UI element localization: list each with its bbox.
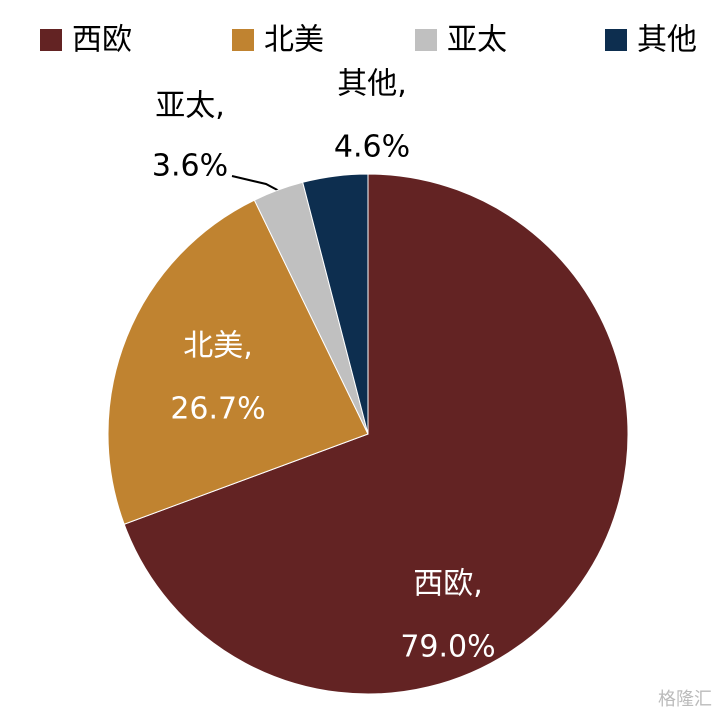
legend-label: 亚太	[447, 23, 507, 58]
value-label: 79.0%	[400, 630, 495, 665]
slice-label: 北美,	[183, 329, 253, 364]
value-label: 3.6%	[152, 149, 228, 184]
value-label: 26.7%	[170, 392, 265, 427]
watermark: 格隆汇	[658, 689, 712, 710]
pie-slice	[123, 173, 629, 695]
pie-slice	[107, 199, 369, 525]
legend-swatch	[605, 29, 627, 51]
slice-label: 其他,	[337, 67, 407, 102]
slice-label: 西欧,	[413, 567, 483, 602]
legend-swatch	[232, 29, 254, 51]
value-label: 4.6%	[334, 130, 410, 165]
legend-label: 西欧	[72, 23, 132, 58]
pie-slice	[302, 173, 369, 435]
legend-label: 其他	[637, 23, 697, 58]
slice-label: 亚太,	[155, 89, 225, 124]
leader-line	[231, 175, 284, 194]
legend-swatch	[40, 29, 62, 51]
legend-label: 北美	[264, 23, 324, 58]
legend-swatch	[415, 29, 437, 51]
